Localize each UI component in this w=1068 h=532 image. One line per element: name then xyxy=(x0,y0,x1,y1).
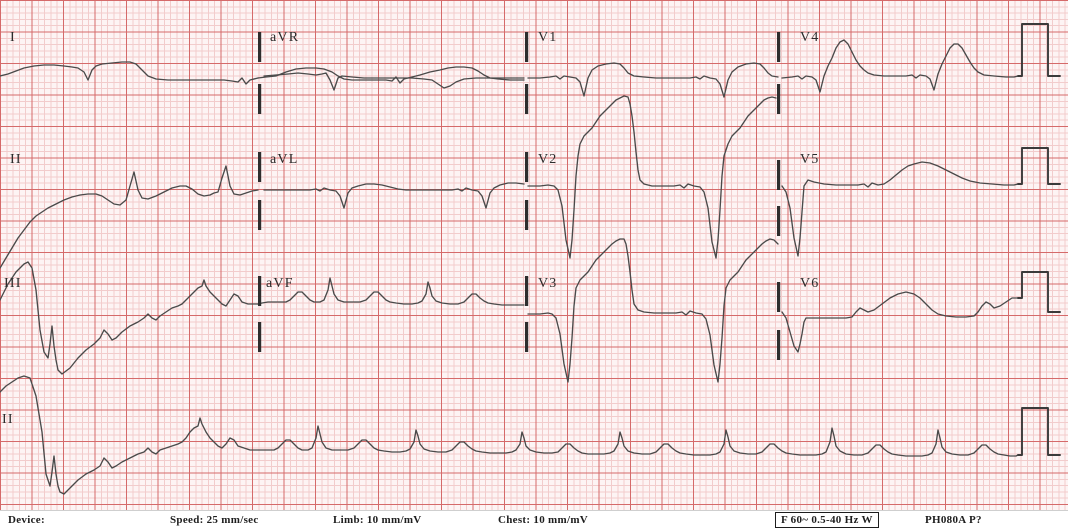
lead-separator-row2-b xyxy=(258,200,262,230)
footer-filter-setting: F 60~ 0.5-40 Hz W xyxy=(775,512,879,528)
lead-label-V5: V5 xyxy=(800,152,820,167)
lead-label-V1: V1 xyxy=(538,30,558,45)
lead-label-V2: V2 xyxy=(538,152,558,167)
lead-label-III: III xyxy=(4,276,22,291)
lead-label-aVR: aVR xyxy=(270,30,300,45)
lead-separator-row1-d xyxy=(525,84,529,114)
lead-separator-row1-a xyxy=(258,32,262,62)
footer-speed-label: Speed: 25 mm/sec xyxy=(170,514,259,526)
lead-separator-row1-e xyxy=(777,32,781,62)
lead-separator-row2-a xyxy=(258,152,262,182)
lead-separator-row2-d xyxy=(525,200,529,230)
lead-separator-row2-f xyxy=(777,206,781,236)
lead-label-V4: V4 xyxy=(800,30,820,45)
lead-separator-row3-c xyxy=(525,276,529,306)
lead-label-rhythm-II: II xyxy=(2,412,14,427)
footer-bar: Device: Speed: 25 mm/sec Limb: 10 mm/mV … xyxy=(0,510,1068,532)
trace-lead-V2 xyxy=(527,95,777,259)
lead-separator-row3-a xyxy=(258,276,262,306)
lead-separator-row2-c xyxy=(525,152,529,182)
lead-separator-row1-f xyxy=(777,84,781,114)
calibration-pulse-row1 xyxy=(1017,23,1061,77)
lead-label-aVF: aVF xyxy=(266,276,294,291)
lead-separator-row1-b xyxy=(258,84,262,114)
lead-separator-row3-b xyxy=(258,322,262,352)
trace-lead-aVR xyxy=(263,72,525,91)
trace-lead-V4 xyxy=(781,39,1019,93)
trace-lead-V1 xyxy=(527,62,779,98)
calibration-pulse-row4 xyxy=(1017,407,1061,456)
calibration-pulse-row3 xyxy=(1017,271,1061,313)
calibration-pulse-row2 xyxy=(1017,147,1061,185)
footer-device-label: Device: xyxy=(8,514,45,526)
trace-lead-I xyxy=(0,61,259,85)
lead-label-II: II xyxy=(10,152,22,167)
footer-chest-gain-label: Chest: 10 mm/mV xyxy=(498,514,589,526)
trace-lead-V6 xyxy=(781,291,1019,353)
lead-label-V3: V3 xyxy=(538,276,558,291)
trace-rhythm-strip xyxy=(0,375,1019,495)
lead-label-aVL: aVL xyxy=(270,152,299,167)
trace-lead-III xyxy=(0,261,259,375)
lead-separator-row3-f xyxy=(777,330,781,360)
footer-machine-label: PH080A P? xyxy=(925,514,982,526)
trace-lead-III-b xyxy=(257,277,525,306)
lead-separator-row3-e xyxy=(777,282,781,312)
trace-lead-aVL xyxy=(263,182,525,209)
lead-label-I: I xyxy=(10,30,16,45)
lead-separator-row2-e xyxy=(777,160,781,190)
trace-lead-I-cont xyxy=(257,66,525,84)
trace-lead-V3 xyxy=(527,238,779,383)
trace-lead-II xyxy=(0,165,259,269)
trace-lead-V5 xyxy=(781,161,1019,257)
lead-separator-row1-c xyxy=(525,32,529,62)
lead-separator-row3-d xyxy=(525,322,529,352)
lead-label-V6: V6 xyxy=(800,276,820,291)
footer-limb-gain-label: Limb: 10 mm/mV xyxy=(333,514,422,526)
